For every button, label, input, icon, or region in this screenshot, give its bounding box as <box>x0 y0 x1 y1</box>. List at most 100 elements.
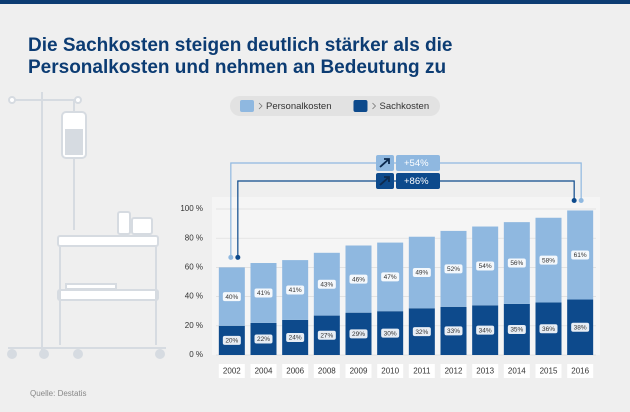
source: Quelle: Destatis <box>30 389 86 398</box>
x-tick-label: 2004 <box>255 367 273 376</box>
x-label-box <box>250 364 277 378</box>
x-tick-label: 2012 <box>445 367 463 376</box>
y-tick-label: 60 % <box>185 263 203 272</box>
x-label-box <box>472 364 499 378</box>
value-label: 20% <box>225 338 238 345</box>
x-tick-label: 2008 <box>318 367 336 376</box>
value-label: 32% <box>415 329 428 336</box>
legend-swatch <box>353 100 368 112</box>
legend-label: Sachkosten <box>379 101 429 112</box>
value-label: 29% <box>352 331 365 338</box>
x-label-box <box>218 364 245 378</box>
value-label-box <box>507 258 526 268</box>
y-tick-label: 20 % <box>185 321 203 330</box>
x-label-box <box>345 364 372 378</box>
value-label: 35% <box>510 327 523 334</box>
value-label-box <box>349 329 368 339</box>
x-tick-label: 2002 <box>223 367 241 376</box>
bracket-dot <box>578 197 584 203</box>
value-label-box <box>317 330 336 340</box>
value-label: 61% <box>574 252 587 259</box>
annotation-arrow <box>379 158 390 168</box>
value-label: 38% <box>574 324 587 331</box>
bracket-dot <box>235 254 241 260</box>
value-label-box <box>286 332 305 342</box>
x-tick-label: 2011 <box>413 367 431 376</box>
value-label: 58% <box>542 257 555 264</box>
legend-box <box>230 96 440 116</box>
x-label-box <box>567 364 594 378</box>
value-label-box <box>571 250 590 260</box>
value-label-box <box>412 268 431 278</box>
legend-chevron <box>258 102 263 110</box>
illustration <box>7 92 166 359</box>
y-tick-label: 100 % <box>180 204 203 213</box>
value-label: 52% <box>447 266 460 273</box>
value-label-box <box>222 335 241 345</box>
annotation: +54% <box>404 158 429 169</box>
value-label-box <box>254 288 273 298</box>
value-label: 40% <box>225 294 238 301</box>
value-label-box <box>349 274 368 284</box>
value-label: 33% <box>447 328 460 335</box>
value-label-box <box>571 322 590 332</box>
annotation: +86% <box>404 176 429 187</box>
value-label-box <box>507 324 526 334</box>
x-label-box <box>377 364 404 378</box>
value-label: 43% <box>320 281 333 288</box>
value-label: 46% <box>352 276 365 283</box>
value-label: 22% <box>257 336 270 343</box>
x-tick-label: 2006 <box>286 367 304 376</box>
x-tick-label: 2013 <box>476 367 494 376</box>
x-label-box <box>503 364 530 378</box>
value-label: 34% <box>479 327 492 334</box>
value-label: 54% <box>479 263 492 270</box>
x-label-box <box>408 364 435 378</box>
top-bar <box>0 0 630 4</box>
annotation-arrow <box>379 176 390 186</box>
x-tick-label: 2014 <box>508 367 526 376</box>
chart-subtitle: Personalkosten und nehmen an Bedeutung z… <box>28 57 446 78</box>
x-label-box <box>313 364 340 378</box>
value-label: 36% <box>542 326 555 333</box>
value-label-box <box>381 328 400 338</box>
value-label: 30% <box>384 330 397 337</box>
annotation-box <box>396 173 440 189</box>
plot-panel <box>212 197 600 355</box>
value-label: 41% <box>257 290 270 297</box>
legend-label: Personalkosten <box>266 101 331 112</box>
chart-title: Die Sachkosten steigen deutlich stärker … <box>28 35 453 56</box>
x-tick-label: 2010 <box>381 367 399 376</box>
value-label: 49% <box>415 270 428 277</box>
x-label-box <box>535 364 562 378</box>
value-label-box <box>222 292 241 302</box>
x-tick-label: 2015 <box>540 367 558 376</box>
value-label-box <box>539 324 558 334</box>
x-label-box <box>282 364 309 378</box>
value-label: 41% <box>289 287 302 294</box>
x-label-box <box>440 364 467 378</box>
value-label-box <box>286 285 305 295</box>
x-tick-label: 2016 <box>571 367 589 376</box>
legend-swatch <box>240 100 254 112</box>
y-tick-label: 40 % <box>185 292 203 301</box>
y-tick-label: 0 % <box>189 350 203 359</box>
value-label-box <box>476 261 495 271</box>
value-label: 47% <box>384 274 397 281</box>
bracket-dot <box>571 197 577 203</box>
bracket-dot <box>228 254 234 260</box>
value-label-box <box>444 326 463 336</box>
value-label-box <box>317 279 336 289</box>
value-label-box <box>412 327 431 337</box>
value-label: 24% <box>289 335 302 342</box>
value-label-box <box>381 272 400 282</box>
y-tick-label: 80 % <box>185 233 203 242</box>
value-label: 27% <box>320 333 333 340</box>
value-label-box <box>539 255 558 265</box>
value-label: 56% <box>510 260 523 267</box>
legend-chevron <box>372 102 377 110</box>
value-label-box <box>444 264 463 274</box>
value-label-box <box>254 334 273 344</box>
annotation-box <box>396 155 440 171</box>
